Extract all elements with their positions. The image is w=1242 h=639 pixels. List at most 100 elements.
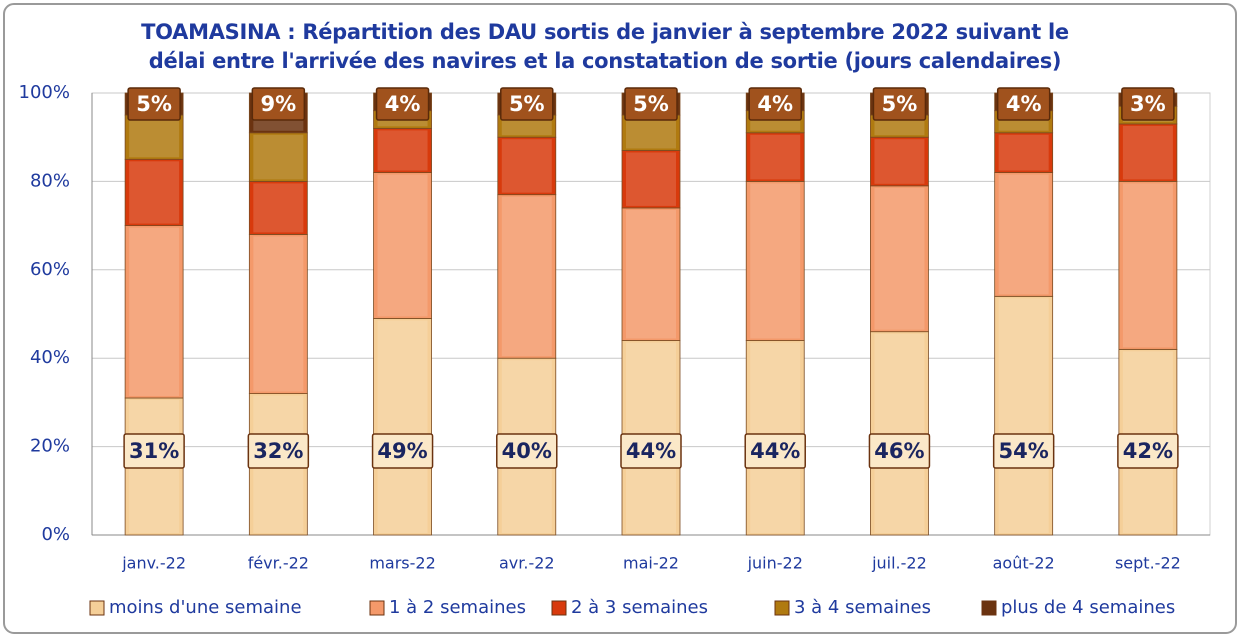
data-label: 54%: [999, 439, 1049, 463]
y-tick-label: 100%: [19, 82, 70, 103]
data-label: 44%: [750, 439, 800, 463]
bar-highlight: [129, 117, 180, 158]
bar-segment: [621, 207, 681, 341]
bar-highlight: [501, 196, 552, 357]
data-label-box: [251, 87, 306, 121]
bar-segment: [1118, 123, 1178, 182]
legend-label: plus de 4 semaines: [1001, 597, 1175, 618]
bar-segment: [124, 225, 184, 399]
bar-segment: [124, 114, 184, 160]
data-label: 9%: [261, 92, 297, 116]
bar-highlight: [1122, 125, 1173, 180]
data-label-box: [1121, 87, 1175, 121]
bar-segment: [248, 132, 308, 182]
bar-highlight: [1122, 183, 1173, 348]
bar-highlight: [377, 174, 428, 317]
data-label-box: [375, 87, 430, 121]
legend-label: 2 à 3 semaines: [571, 597, 708, 618]
y-tick-label: 40%: [30, 347, 70, 368]
data-label: 3%: [1130, 92, 1166, 116]
bar-highlight: [129, 161, 180, 224]
bar-highlight: [874, 117, 925, 136]
data-label-box: [996, 87, 1051, 121]
y-tick-label: 20%: [30, 436, 70, 457]
bar-highlight: [626, 117, 676, 149]
data-label-box: [872, 87, 927, 121]
bar-highlight: [253, 134, 304, 180]
chart-title: TOAMASINA : Répartition des DAU sortis d…: [141, 20, 1069, 73]
bar-highlight: [750, 134, 801, 180]
bar-segment: [994, 295, 1054, 536]
data-label: 4%: [1006, 92, 1042, 116]
y-tick-label: 0%: [41, 524, 70, 545]
bar-segment: [745, 132, 805, 182]
bar-highlight: [998, 174, 1049, 295]
data-label: 5%: [136, 92, 172, 116]
data-label-box: [748, 87, 802, 121]
data-label-box: [992, 433, 1055, 469]
legend-swatch: [774, 600, 790, 616]
x-tick-label: avr.-22: [499, 554, 555, 573]
bar-highlight: [626, 152, 676, 206]
bar-highlight: [626, 209, 676, 339]
bar-highlight: [377, 130, 428, 171]
bar-segment: [994, 172, 1054, 297]
bar-segment: [497, 136, 557, 196]
bar-highlight: [129, 227, 180, 396]
bar-highlight: [377, 320, 428, 533]
data-label-box: [1117, 433, 1179, 469]
bar-highlight: [501, 117, 552, 136]
legend-swatch: [981, 600, 997, 616]
x-tick-label: sept.-22: [1115, 554, 1181, 573]
legend-swatch: [369, 600, 385, 616]
data-label: 49%: [377, 439, 427, 463]
data-label: 32%: [253, 439, 303, 463]
data-label-box: [500, 87, 554, 121]
data-label-box: [624, 87, 678, 121]
bar-highlight: [998, 134, 1049, 171]
data-label: 4%: [757, 92, 793, 116]
bar-highlight: [874, 187, 925, 330]
x-tick-label: juil.-22: [871, 554, 927, 573]
bar-highlight: [998, 298, 1049, 533]
legend-label: 1 à 2 semaines: [389, 597, 526, 618]
data-label-box: [744, 433, 806, 469]
legend-label: moins d'une semaine: [109, 597, 302, 618]
bar-highlight: [253, 183, 304, 233]
bar-segment: [870, 136, 929, 187]
data-label: 5%: [633, 92, 669, 116]
bar-segment: [621, 150, 681, 209]
data-label: 42%: [1123, 439, 1173, 463]
x-tick-label: juin-22: [747, 554, 803, 573]
bar-segment: [124, 158, 184, 227]
x-tick-label: mars-22: [369, 554, 435, 573]
data-label: 46%: [874, 439, 924, 463]
legend-swatch: [89, 600, 105, 616]
bar-segment: [248, 234, 308, 394]
data-label: 44%: [626, 439, 676, 463]
bar-highlight: [501, 139, 552, 193]
bar-segment: [248, 180, 308, 235]
bar-segment: [373, 172, 432, 319]
legend-label: 3 à 4 semaines: [794, 597, 931, 618]
data-label-box: [868, 433, 931, 469]
bar-highlight: [253, 236, 304, 392]
bar-segment: [745, 180, 805, 341]
x-tick-label: janv.-22: [121, 554, 186, 573]
x-tick-label: mai-22: [623, 554, 679, 573]
data-label-box: [123, 433, 185, 469]
data-label-box: [371, 433, 434, 469]
bar-highlight: [874, 139, 925, 184]
data-label-box: [620, 433, 682, 469]
bar-segment: [373, 318, 432, 536]
data-label: 31%: [129, 439, 179, 463]
data-label-box: [496, 433, 558, 469]
y-tick-label: 80%: [30, 170, 70, 191]
bar-highlight: [750, 183, 801, 339]
data-label: 5%: [882, 92, 918, 116]
x-tick-label: févr.-22: [248, 554, 309, 573]
legend-swatch: [551, 600, 567, 616]
data-label: 4%: [385, 92, 421, 116]
